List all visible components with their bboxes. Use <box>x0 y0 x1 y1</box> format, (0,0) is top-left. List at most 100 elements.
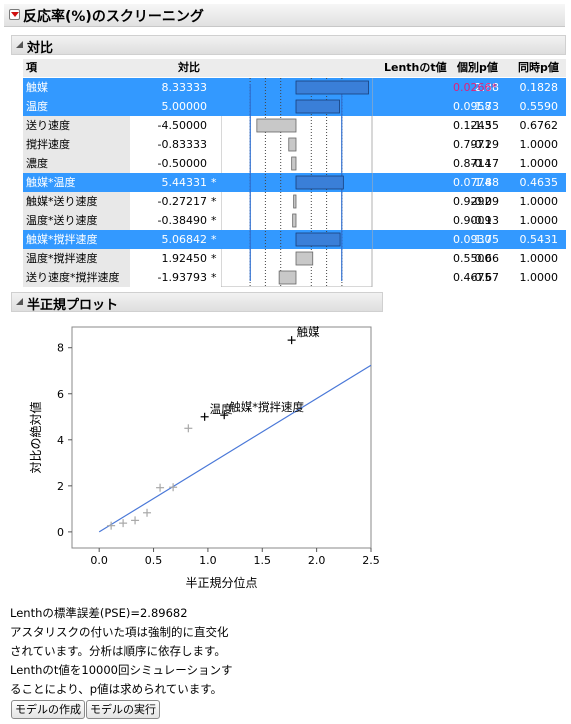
contrast-value-cell: -0.50000 <box>157 157 207 170</box>
y-axis-label: 対比の絶対値 <box>28 401 43 473</box>
data-point-marker <box>143 508 152 517</box>
data-point-marker <box>169 483 178 492</box>
red-triangle-menu-button[interactable] <box>9 9 20 20</box>
individual-p-cell: 0.0930 <box>453 233 492 246</box>
make-model-button[interactable]: モデルの作成 <box>11 700 85 719</box>
individual-p-cell: 0.0774 <box>453 176 492 189</box>
simultaneous-p-cell: 0.1828 <box>519 81 559 94</box>
orthogonalized-star: * <box>211 176 217 189</box>
term-cell-background <box>23 116 130 135</box>
orthogonalized-star: * <box>211 195 217 208</box>
plot-frame <box>71 326 372 549</box>
individual-p-cell: 0.1243 <box>453 119 492 132</box>
term-cell: 濃度 <box>26 157 48 170</box>
half-normal-plot-section-header[interactable]: 半正規プロット <box>11 292 383 313</box>
term-cell: 温度*撹拌速度 <box>26 252 98 265</box>
disclosure-triangle-icon[interactable] <box>16 41 24 49</box>
contrast-bar-chart <box>221 78 373 287</box>
note-line-pse: Lenthの標準誤差(PSE)=2.89682 <box>10 606 188 620</box>
contrast-bar <box>288 137 297 152</box>
contrast-value-cell: 5.44331 <box>161 176 208 189</box>
disclosure-triangle-icon[interactable] <box>16 298 24 306</box>
contrast-bar <box>292 213 297 228</box>
lenth-t-cell: -0.09 <box>470 195 499 208</box>
contrast-value-cell: 5.00000 <box>161 100 208 113</box>
table-row[interactable]: 触媒*送り速度 -0.27217 * -0.09 0.9292 1.0000 <box>23 192 566 211</box>
half-normal-plot-section-label: 半正規プロット <box>27 298 119 313</box>
term-cell: 温度 <box>26 100 48 113</box>
simultaneous-p-cell: 1.0000 <box>519 252 559 265</box>
contrast-bar <box>295 232 341 247</box>
contrasts-section-header[interactable]: 対比 <box>11 35 566 56</box>
note-line-order: されています。分析は順序に依存します。 <box>10 644 226 658</box>
term-cell-background <box>23 211 130 230</box>
data-point-marker <box>107 521 116 530</box>
x-tick-label: 2.0 <box>308 554 326 567</box>
x-tick-label: 1.5 <box>254 554 272 567</box>
contrast-value-cell: 1.92450 <box>161 252 208 265</box>
term-cell-background <box>23 154 130 173</box>
individual-p-cell: 0.7971 <box>453 138 492 151</box>
col-header-contrast[interactable]: 対比 <box>178 61 200 74</box>
term-cell: 撹拌速度 <box>26 138 70 151</box>
contrast-bar <box>293 194 297 209</box>
term-cell: 触媒*送り速度 <box>26 195 98 208</box>
term-cell: 触媒 <box>26 81 48 94</box>
data-point-marker <box>156 483 165 492</box>
table-row[interactable]: 撹拌速度 -0.83333 -0.29 0.7971 1.0000 <box>23 135 566 154</box>
contrast-value-cell: 5.06842 <box>161 233 208 246</box>
term-cell-background <box>23 192 130 211</box>
data-point-label: 触媒 <box>297 325 320 339</box>
note-line-pvalue: ることにより、p値は求められています。 <box>10 682 223 696</box>
individual-p-cell: 0.9009 <box>453 214 492 227</box>
table-row[interactable]: 濃度 -0.50000 -0.17 0.8714 1.0000 <box>23 154 566 173</box>
table-row[interactable]: 送り速度*撹拌速度 -1.93793 * -0.67 0.4675 1.0000 <box>23 268 566 287</box>
red-triangle-icon <box>11 12 19 17</box>
x-tick-label: 0.0 <box>90 554 108 567</box>
lenth-t-cell: -0.67 <box>470 271 499 284</box>
contrast-bar <box>295 251 314 266</box>
individual-p-cell: 0.0958 <box>453 100 492 113</box>
y-tick-label: 6 <box>57 388 64 401</box>
col-header-t-ratio[interactable]: Lenthのt値 <box>384 61 447 74</box>
x-tick-label: 1.0 <box>199 554 217 567</box>
lenth-t-cell: 1.88 <box>474 176 500 189</box>
data-point-marker <box>119 519 128 528</box>
table-row[interactable]: 送り速度 -4.50000 -1.55 0.1243 0.6762 <box>23 116 566 135</box>
table-row[interactable]: 温度*送り速度 -0.38490 * -0.13 0.9009 1.0000 <box>23 211 566 230</box>
simultaneous-p-cell: 1.0000 <box>519 138 559 151</box>
table-row[interactable]: 温度*撹拌速度 1.92450 * 0.66 0.5500 1.0000 <box>23 249 566 268</box>
contrast-bar <box>291 156 297 171</box>
individual-p-cell: 0.4675 <box>453 271 492 284</box>
contrast-bar <box>295 175 344 190</box>
simultaneous-p-cell: 0.4635 <box>519 176 559 189</box>
simultaneous-p-cell: 0.5590 <box>519 100 559 113</box>
lenth-t-cell: -0.29 <box>470 138 499 151</box>
run-model-button[interactable]: モデルの実行 <box>86 700 160 719</box>
individual-p-cell: 0.0266* <box>453 81 497 94</box>
fit-line <box>98 364 372 533</box>
note-line-orthogonal: アスタリスクの付いた項は強制的に直交化 <box>10 625 229 639</box>
data-point-label: 温度 <box>210 402 233 416</box>
contrast-value-cell: -0.38490 <box>157 214 207 227</box>
data-point-label: 触媒*撹拌速度 <box>229 400 304 414</box>
data-point-marker <box>184 424 193 433</box>
simultaneous-p-cell: 0.6762 <box>519 119 559 132</box>
x-tick-label: 2.5 <box>362 554 380 567</box>
col-header-individual-p[interactable]: 個別p値 <box>457 61 498 74</box>
y-tick-label: 0 <box>57 526 64 539</box>
simultaneous-p-cell: 1.0000 <box>519 195 559 208</box>
col-header-simultaneous-p[interactable]: 同時p値 <box>518 61 559 74</box>
report-title-bar: 反応率(%)のスクリーニング <box>4 4 565 27</box>
term-cell: 触媒*温度 <box>26 176 76 189</box>
col-header-term[interactable]: 項 <box>26 61 37 74</box>
note-line-simulation: Lenthのt値を10000回シミュレーションす <box>10 663 233 677</box>
contrast-value-cell: -0.27217 <box>157 195 207 208</box>
y-tick-label: 8 <box>57 342 64 355</box>
contrast-bar <box>278 270 297 285</box>
term-cell: 温度*送り速度 <box>26 214 98 227</box>
lenth-t-cell: 1.73 <box>474 100 500 113</box>
lenth-notes: Lenthの標準誤差(PSE)=2.89682 アスタリスクの付いた項は強制的に… <box>10 604 233 699</box>
term-cell: 送り速度 <box>26 119 70 132</box>
